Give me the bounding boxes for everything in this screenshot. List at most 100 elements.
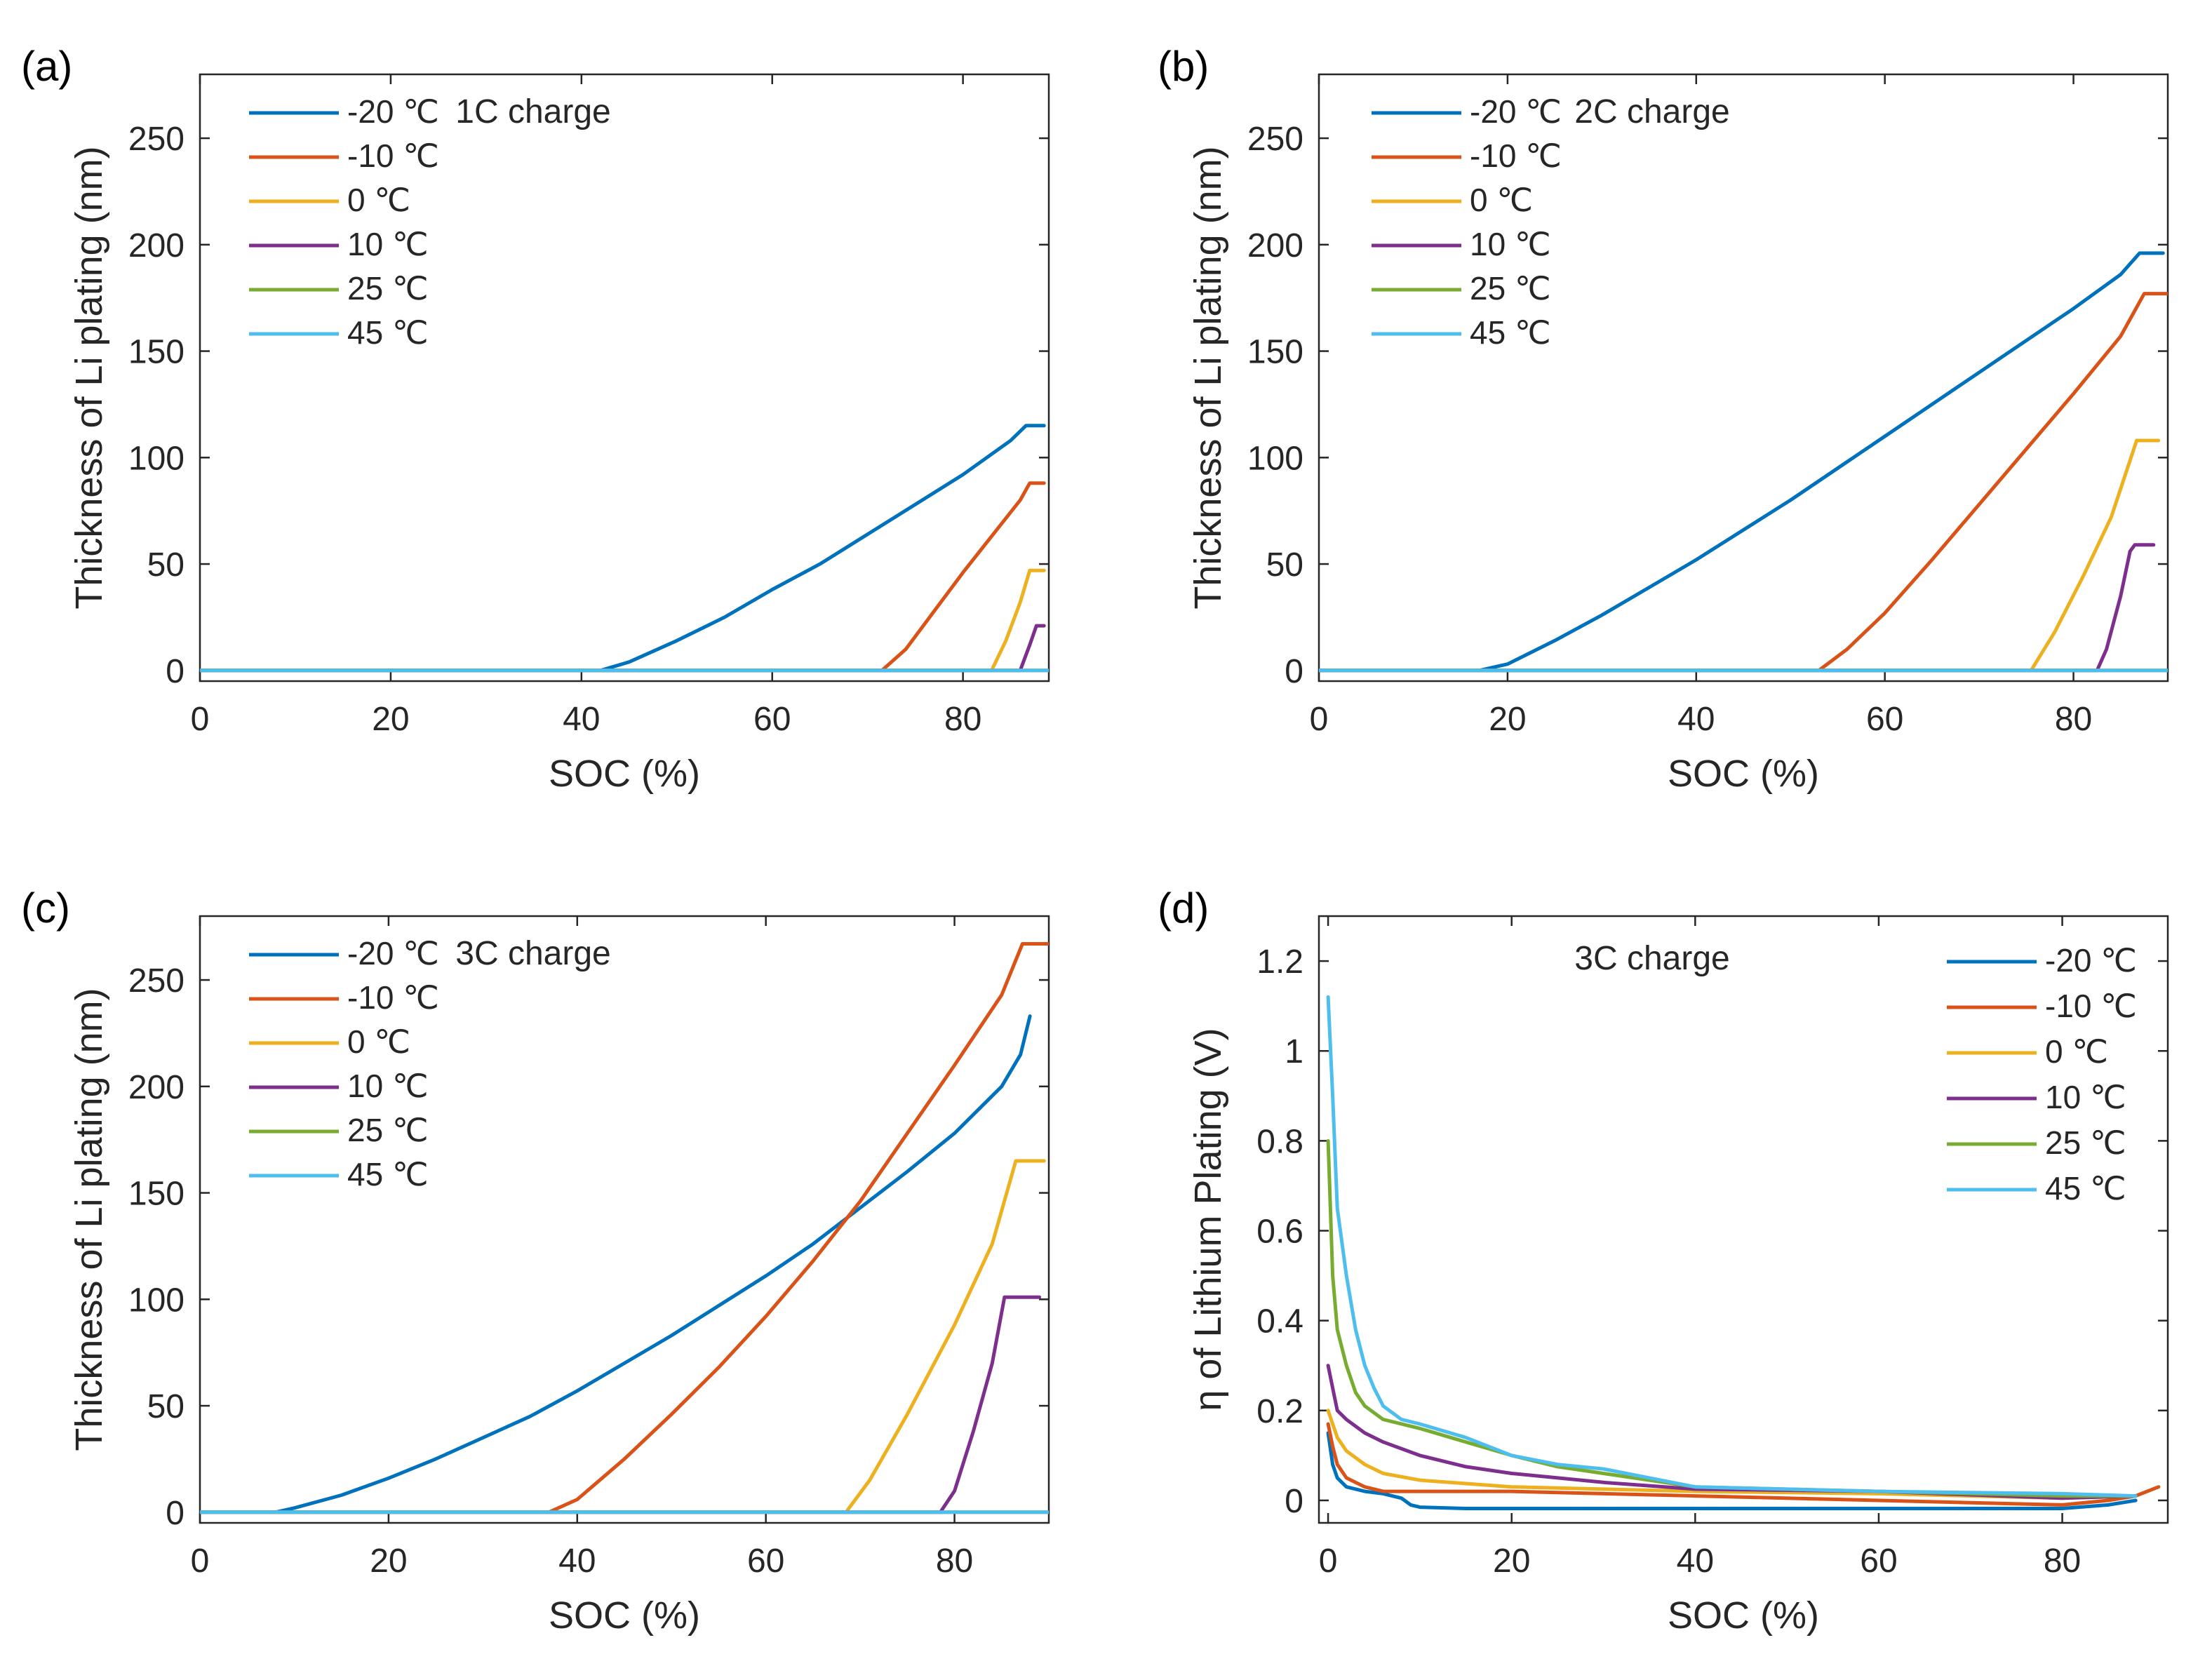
chart-title: 2C charge: [1574, 93, 1729, 130]
legend-label: -10 ℃: [347, 137, 439, 174]
x-tick-label: 0: [191, 701, 210, 738]
x-tick-label: 60: [753, 701, 791, 738]
legend-label: 25 ℃: [347, 1112, 429, 1148]
chart-title: 3C charge: [455, 935, 610, 972]
x-tick-label: 80: [944, 701, 981, 738]
x-tick-label: 20: [372, 701, 409, 738]
y-tick-label: 0.8: [1256, 1123, 1303, 1160]
panel-d: (d) 0 20 40 60 80 0 0.2 0.4 0.6 0.8 1 1.2 SOC (%) η of…: [1158, 885, 2169, 1637]
x-tick-label: 60: [1866, 701, 1903, 738]
x-tick-label: 20: [1489, 701, 1526, 738]
legend-label: 10 ℃: [1470, 226, 1551, 262]
chart-title: 1C charge: [455, 93, 610, 130]
y-tick-label: 50: [147, 1388, 185, 1425]
series-line--20: [1319, 251, 2165, 673]
y-tick-label: 100: [128, 1282, 185, 1319]
legend-label: -20 ℃: [2045, 942, 2137, 979]
y-axis-title: Thickness of Li plating (nm): [68, 988, 110, 1451]
y-tick-label: 1.2: [1256, 943, 1303, 981]
y-tick-label: 0: [1285, 653, 1303, 690]
series-line--10: [200, 481, 1046, 673]
legend-label: -10 ℃: [347, 979, 439, 1016]
series-line-0: [200, 1159, 1046, 1514]
legend: -20 ℃ -10 ℃ 0 ℃ 10 ℃ 25 ℃ 45 ℃: [249, 93, 439, 351]
series-line--20: [200, 424, 1046, 673]
y-tick-label: 200: [1247, 227, 1303, 264]
legend-label: 25 ℃: [1470, 270, 1551, 307]
y-tick-label: 100: [1247, 440, 1303, 477]
series-line-10: [1319, 543, 2156, 673]
legend: -20 ℃ -10 ℃ 0 ℃ 10 ℃ 25 ℃ 45 ℃: [249, 935, 439, 1192]
legend-label: -20 ℃: [347, 93, 439, 130]
x-tick-label: 40: [558, 1543, 596, 1580]
x-tick-label: 60: [747, 1543, 784, 1580]
legend: -20 ℃ -10 ℃ 0 ℃ 10 ℃ 25 ℃ 45 ℃: [1947, 942, 2137, 1207]
series-line--10: [200, 942, 1049, 1514]
y-axis-title: η of Lithium Plating (V): [1187, 1028, 1229, 1411]
legend-label: 45 ℃: [347, 1156, 429, 1192]
series-group: [200, 424, 1049, 673]
panel-label: (a): [21, 43, 72, 90]
legend-label: 45 ℃: [1470, 314, 1551, 351]
x-tick-label: 20: [370, 1543, 407, 1580]
y-tick-label: 0: [166, 1495, 185, 1532]
legend-label: 25 ℃: [2045, 1124, 2126, 1161]
legend-label: 0 ℃: [347, 182, 410, 218]
legend-label: -10 ℃: [2045, 988, 2137, 1024]
legend-label: -20 ℃: [1470, 93, 1562, 130]
legend-label: -10 ℃: [1470, 137, 1562, 174]
x-tick-label: 40: [1677, 1543, 1714, 1580]
series-line--10: [1326, 1422, 2161, 1507]
series-line-0: [200, 568, 1046, 673]
legend-label: 10 ℃: [2045, 1079, 2126, 1115]
legend-label: 10 ℃: [347, 226, 429, 262]
axes-box: [199, 915, 1050, 1524]
x-tick-label: 40: [1677, 701, 1715, 738]
y-tick-label: 150: [128, 334, 185, 371]
y-tick-label: 0.4: [1256, 1303, 1303, 1340]
legend-label: 45 ℃: [347, 314, 429, 351]
legend-label: 0 ℃: [1470, 182, 1533, 218]
panel-label: (b): [1158, 43, 1209, 90]
x-tick-label: 0: [1319, 1543, 1338, 1580]
y-tick-label: 150: [128, 1176, 185, 1213]
x-tick-label: 20: [1493, 1543, 1530, 1580]
legend-label: 45 ℃: [2045, 1170, 2126, 1207]
legend-label: 25 ℃: [347, 270, 429, 307]
x-tick-label: 60: [1860, 1543, 1897, 1580]
y-tick-label: 200: [128, 227, 185, 264]
panel-label: (d): [1158, 885, 1209, 932]
x-axis-title: SOC (%): [1668, 753, 1819, 795]
y-tick-label: 50: [147, 546, 185, 584]
series-line-0: [1326, 1409, 2138, 1500]
series-group: [1326, 995, 2161, 1510]
y-tick-label: 1: [1285, 1033, 1303, 1070]
x-tick-label: 80: [936, 1543, 973, 1580]
series-line--20: [200, 1014, 1032, 1514]
legend-label: 10 ℃: [347, 1068, 429, 1104]
axes-box: [1318, 73, 2169, 683]
legend: -20 ℃ -10 ℃ 0 ℃ 10 ℃ 25 ℃ 45 ℃: [1372, 93, 1562, 351]
chart-title: 3C charge: [1574, 940, 1729, 977]
legend-label: -20 ℃: [347, 935, 439, 972]
axes-box: [1318, 915, 2169, 1524]
series-line-25: [1326, 1138, 2138, 1498]
y-tick-label: 0.2: [1256, 1393, 1303, 1430]
series-group: [200, 942, 1049, 1514]
y-tick-label: 0: [166, 653, 185, 690]
panel-c: (c) 0 20 40 60 80 0 50 100 150 200 250 SOC (%) Thickn…: [21, 885, 1050, 1637]
series-line--20: [1326, 1431, 2138, 1510]
x-axis-title: SOC (%): [1668, 1594, 1819, 1637]
y-axis-title: Thickness of Li plating (nm): [1187, 146, 1229, 609]
x-tick-label: 80: [2055, 701, 2092, 738]
y-tick-label: 0: [1285, 1483, 1303, 1520]
panel-label: (c): [21, 885, 70, 932]
x-tick-label: 0: [191, 1543, 210, 1580]
series-line-0: [1319, 438, 2161, 673]
y-axis-title: Thickness of Li plating (nm): [68, 146, 110, 609]
panel-b: (b) 0 20 40 60 80 0 50 100 150 200 250 SOC (%) Thickn…: [1158, 43, 2169, 795]
x-axis-title: SOC (%): [549, 753, 700, 795]
series-group: [1319, 251, 2168, 673]
y-tick-label: 50: [1266, 546, 1303, 584]
